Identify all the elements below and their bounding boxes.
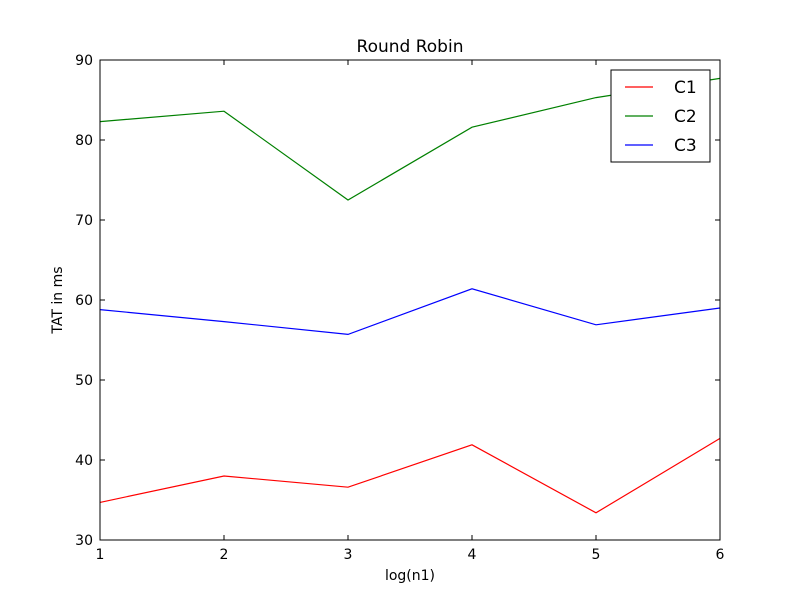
legend-label-c3: C3 bbox=[674, 136, 697, 156]
x-axis-title: log(n1) bbox=[385, 568, 435, 584]
y-tick-label: 50 bbox=[75, 373, 93, 389]
y-tick-label: 30 bbox=[75, 533, 93, 549]
y-tick-label: 90 bbox=[75, 53, 93, 69]
x-tick-label: 4 bbox=[468, 547, 477, 563]
x-tick-label: 5 bbox=[592, 547, 601, 563]
chart-title: Round Robin bbox=[357, 37, 464, 57]
series-line-c1 bbox=[99, 437, 721, 514]
legend-label-c1: C1 bbox=[674, 78, 697, 98]
x-tick-label: 6 bbox=[716, 547, 725, 563]
x-tick-label: 2 bbox=[220, 547, 229, 563]
y-tick-label: 40 bbox=[75, 453, 93, 469]
y-tick-label: 70 bbox=[75, 213, 93, 229]
y-tick-label: 80 bbox=[75, 133, 93, 149]
series-line-c3 bbox=[99, 288, 721, 336]
x-tick-label: 3 bbox=[344, 547, 353, 563]
y-axis-title: TAT in ms bbox=[50, 266, 66, 334]
legend-label-c2: C2 bbox=[674, 107, 697, 127]
ticks-layer: 1 2 3 4 5 6 30 40 50 60 70 80 90 bbox=[75, 53, 724, 563]
legend: C1 C2 C3 bbox=[610, 69, 711, 163]
y-tick-label: 60 bbox=[75, 293, 93, 309]
x-tick-label: 1 bbox=[96, 547, 105, 563]
